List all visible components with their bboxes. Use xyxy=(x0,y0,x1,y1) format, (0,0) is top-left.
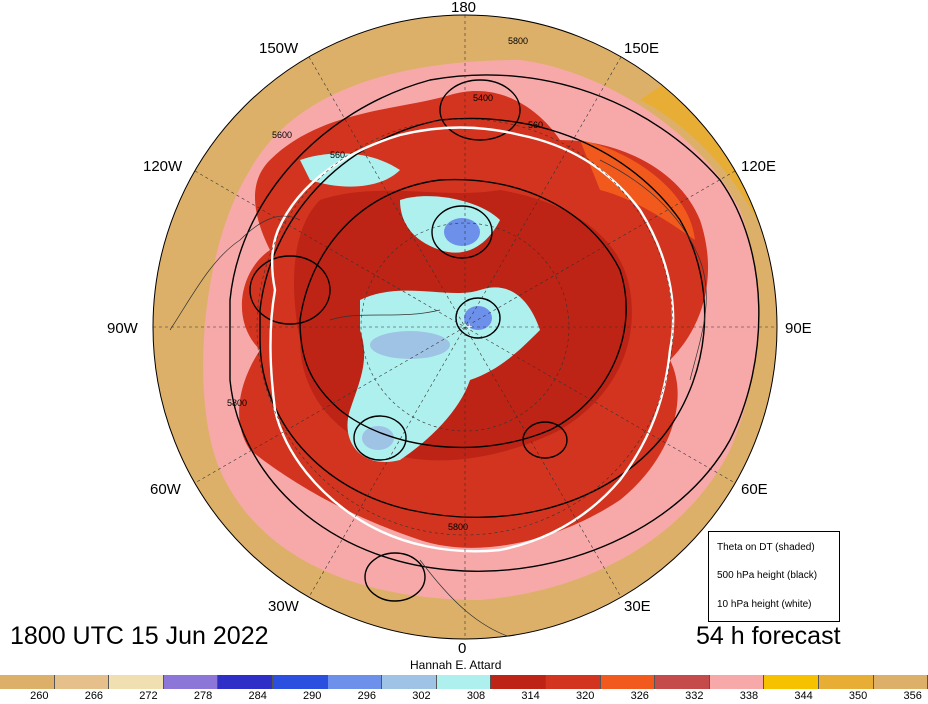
colorbar-tick-label: 320 xyxy=(576,690,594,702)
colorbar-tick-label: 302 xyxy=(412,690,430,702)
pole-marker: + xyxy=(466,321,472,333)
colorbar-segment xyxy=(164,675,219,689)
lon-label-60e: 60E xyxy=(741,481,768,498)
colorbar-segment xyxy=(382,675,437,689)
colorbar-segment xyxy=(546,675,601,689)
lon-label-30w: 30W xyxy=(268,598,299,615)
legend-shaded: Theta on DT (shaded) xyxy=(717,542,815,553)
colorbar-tick-label: 296 xyxy=(358,690,376,702)
contour-label: 5600 xyxy=(272,130,292,140)
contour-label: 560 xyxy=(528,120,543,130)
colorbar-tick-label: 332 xyxy=(685,690,703,702)
contour-label: 5800 xyxy=(227,398,247,408)
lon-label-180: 180 xyxy=(451,0,476,16)
legend-white: 10 hPa height (white) xyxy=(717,599,812,610)
colorbar-tick-label: 356 xyxy=(904,690,922,702)
colorbar-tick-label: 344 xyxy=(794,690,812,702)
colorbar-tick-label: 350 xyxy=(849,690,867,702)
colorbar-segment xyxy=(218,675,273,689)
colorbar xyxy=(0,675,928,689)
colorbar-segment xyxy=(491,675,546,689)
colorbar-segment xyxy=(273,675,328,689)
author-credit: Hannah E. Attard xyxy=(410,658,501,672)
valid-time: 1800 UTC 15 Jun 2022 xyxy=(10,622,269,651)
colorbar-tick-label: 266 xyxy=(85,690,103,702)
colorbar-tick-label: 284 xyxy=(248,690,266,702)
colorbar-segment xyxy=(601,675,656,689)
colorbar-segment xyxy=(819,675,874,689)
lon-label-90e: 90E xyxy=(785,320,812,337)
theta-shading-blue-low-3 xyxy=(370,331,450,359)
colorbar-tick-label: 308 xyxy=(467,690,485,702)
colorbar-tick-label: 290 xyxy=(303,690,321,702)
colorbar-segment xyxy=(710,675,765,689)
contour-label: 5800 xyxy=(448,522,468,532)
colorbar-tick-label: 272 xyxy=(139,690,157,702)
lon-label-120e: 120E xyxy=(741,158,776,175)
colorbar-segment xyxy=(874,675,928,689)
lon-label-90w: 90W xyxy=(107,320,138,337)
colorbar-tick-label: 260 xyxy=(30,690,48,702)
legend-black: 500 hPa height (black) xyxy=(717,570,817,581)
colorbar-tick-label: 278 xyxy=(194,690,212,702)
contour-label: 560 xyxy=(330,150,345,160)
lon-label-120w: 120W xyxy=(143,158,182,175)
forecast-hour: 54 h forecast xyxy=(696,622,841,651)
lon-label-150w: 150W xyxy=(259,40,298,57)
colorbar-segment xyxy=(55,675,110,689)
colorbar-segment xyxy=(655,675,710,689)
colorbar-segment xyxy=(0,675,55,689)
colorbar-segment xyxy=(764,675,819,689)
theta-shading-blue-low-1 xyxy=(444,218,480,246)
map-legend: Theta on DT (shaded) 500 hPa height (bla… xyxy=(708,531,840,622)
contour-label: 5800 xyxy=(508,36,528,46)
colorbar-segment xyxy=(109,675,164,689)
colorbar-tick-label: 326 xyxy=(631,690,649,702)
colorbar-segment xyxy=(437,675,492,689)
theta-shading-blue-low-4 xyxy=(362,426,394,450)
colorbar-tick-label: 314 xyxy=(521,690,539,702)
lon-label-150e: 150E xyxy=(624,40,659,57)
colorbar-segment xyxy=(328,675,383,689)
lon-label-30e: 30E xyxy=(624,598,651,615)
colorbar-tick-label: 338 xyxy=(740,690,758,702)
lon-label-60w: 60W xyxy=(150,481,181,498)
contour-label: 5400 xyxy=(473,93,493,103)
lon-label-0: 0 xyxy=(458,640,466,657)
